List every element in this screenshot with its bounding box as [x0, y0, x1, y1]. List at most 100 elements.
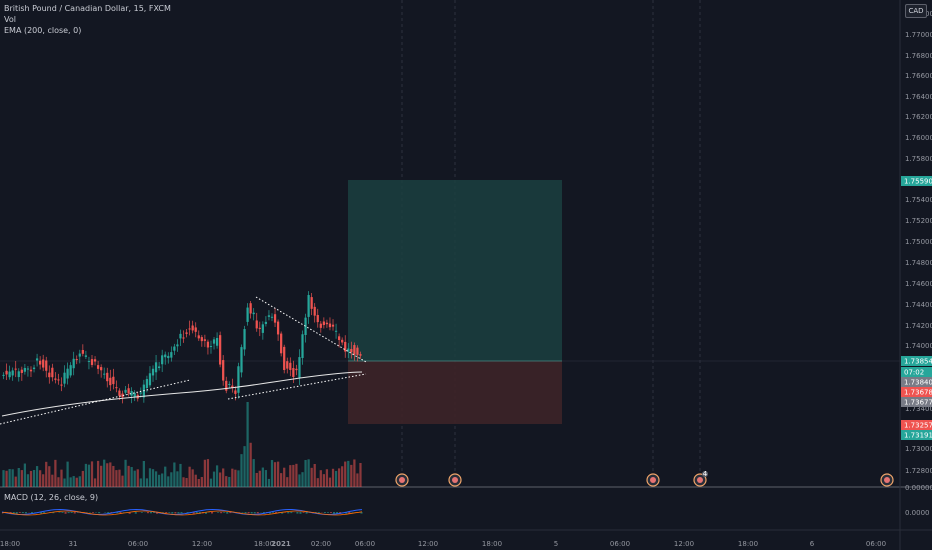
volume-bar	[8, 469, 11, 487]
symbol-title[interactable]: British Pound / Canadian Dollar, 15, FXC…	[4, 4, 171, 13]
price-tick: 1.72800	[905, 467, 932, 475]
candle-body	[26, 368, 30, 370]
candle-body	[350, 348, 353, 353]
volume-bar	[20, 470, 23, 487]
event-marker[interactable]	[646, 473, 660, 487]
candle-body	[145, 379, 149, 389]
event-marker[interactable]	[880, 473, 894, 487]
currency-badge[interactable]: CAD	[905, 4, 927, 18]
triangle-lower-line[interactable]	[227, 373, 367, 400]
volume-legend[interactable]: Vol	[4, 15, 16, 24]
ema-legend[interactable]: EMA (200, close, 0)	[4, 26, 82, 35]
volume-bar	[75, 477, 78, 487]
candle-body	[255, 320, 258, 329]
event-marker[interactable]	[395, 473, 409, 487]
volume-bar	[130, 467, 133, 487]
macd-histogram-bar	[146, 512, 149, 514]
volume-bar	[96, 460, 100, 487]
price-tag[interactable]: 1.75590	[901, 176, 932, 186]
macd-histogram-bar	[134, 512, 137, 514]
candle-body	[90, 359, 94, 365]
candle-body	[203, 339, 207, 341]
candle-body	[157, 366, 161, 369]
volume-bar	[325, 469, 329, 487]
price-tag[interactable]: 1.73678	[901, 387, 932, 397]
candle-body	[258, 327, 261, 329]
price-tick: 1.74600	[905, 280, 932, 288]
price-tag[interactable]: 1.73840	[901, 377, 932, 387]
time-tick: 31	[69, 540, 78, 548]
svg-text:07:02: 07:02	[904, 369, 924, 377]
candle-body	[225, 380, 228, 391]
candle-body	[331, 324, 335, 327]
candle-body	[42, 359, 45, 368]
candle-body	[307, 295, 310, 317]
macd-histogram-bar	[323, 512, 326, 513]
volume-bar	[164, 466, 167, 487]
macd-histogram-bar	[64, 512, 67, 514]
time-tick: 06:00	[866, 540, 886, 548]
event-marker[interactable]	[448, 473, 462, 487]
economic-events[interactable]: 4	[395, 470, 894, 487]
macd-histogram-bar	[284, 512, 287, 513]
svg-text:1.73257: 1.73257	[904, 422, 932, 430]
price-tick: 1.73400	[905, 405, 932, 413]
macd-histogram-bar	[314, 512, 317, 513]
volume-bar	[188, 466, 191, 487]
price-axis[interactable]: 1.772001.770001.768001.766001.764001.762…	[901, 10, 932, 517]
macd-histogram-bar	[24, 512, 27, 514]
price-tag[interactable]: 1.73677	[901, 397, 932, 407]
drawing-overlays[interactable]	[0, 296, 367, 425]
candle-body	[219, 335, 222, 365]
candle-body	[148, 373, 152, 386]
event-marker[interactable]: 4	[693, 470, 708, 487]
volume-bar	[176, 471, 179, 487]
candle-body	[301, 334, 304, 358]
candle-body	[106, 372, 109, 382]
macd-histogram-bar	[92, 512, 95, 513]
volume-bar	[215, 465, 219, 487]
price-tick: 1.76200	[905, 113, 932, 121]
position-zones[interactable]	[348, 180, 562, 424]
volume-bar	[249, 442, 252, 487]
volume-bar	[81, 470, 84, 487]
macd-histogram-bar	[30, 512, 34, 514]
macd-histogram-bar	[192, 512, 195, 514]
macd-histogram-bar	[58, 512, 61, 513]
macd-histogram-bar	[76, 512, 79, 513]
macd-legend[interactable]: MACD (12, 26, close, 9)	[4, 493, 99, 502]
volume-bar	[356, 473, 359, 487]
price-tag[interactable]: 1.73191	[901, 430, 932, 440]
volume-bar	[14, 476, 17, 487]
price-tick: 1.75200	[905, 217, 932, 225]
volume-bar	[243, 446, 246, 487]
macd-histogram-bar	[107, 512, 110, 514]
price-tick: 1.75400	[905, 196, 932, 204]
price-tag[interactable]: 1.73854	[901, 356, 932, 366]
candle-body	[209, 345, 213, 347]
volume-bar	[115, 470, 118, 487]
candle-body	[11, 370, 14, 376]
stop-zone[interactable]	[348, 361, 562, 424]
volume-bar	[194, 474, 197, 487]
candle-body	[63, 372, 66, 384]
candle-body	[295, 368, 298, 371]
time-tick: 18:00	[738, 540, 758, 548]
volume-bar	[228, 476, 231, 487]
triangle-upper-line[interactable]	[255, 296, 367, 363]
volume-bar	[276, 461, 280, 487]
volume-bar	[322, 474, 325, 487]
ema-line[interactable]	[1, 371, 363, 417]
target-zone[interactable]	[348, 180, 562, 361]
macd-histogram-bar	[290, 512, 293, 514]
volume-bar	[255, 472, 258, 487]
volume-bar	[353, 459, 356, 487]
svg-text:1.73854: 1.73854	[904, 358, 932, 366]
price-tag[interactable]: 07:02	[901, 367, 932, 377]
price-tag[interactable]: 1.73257	[901, 420, 932, 430]
support-trendline[interactable]	[0, 379, 191, 425]
volume-bar	[100, 465, 103, 487]
candle-body	[51, 367, 54, 378]
